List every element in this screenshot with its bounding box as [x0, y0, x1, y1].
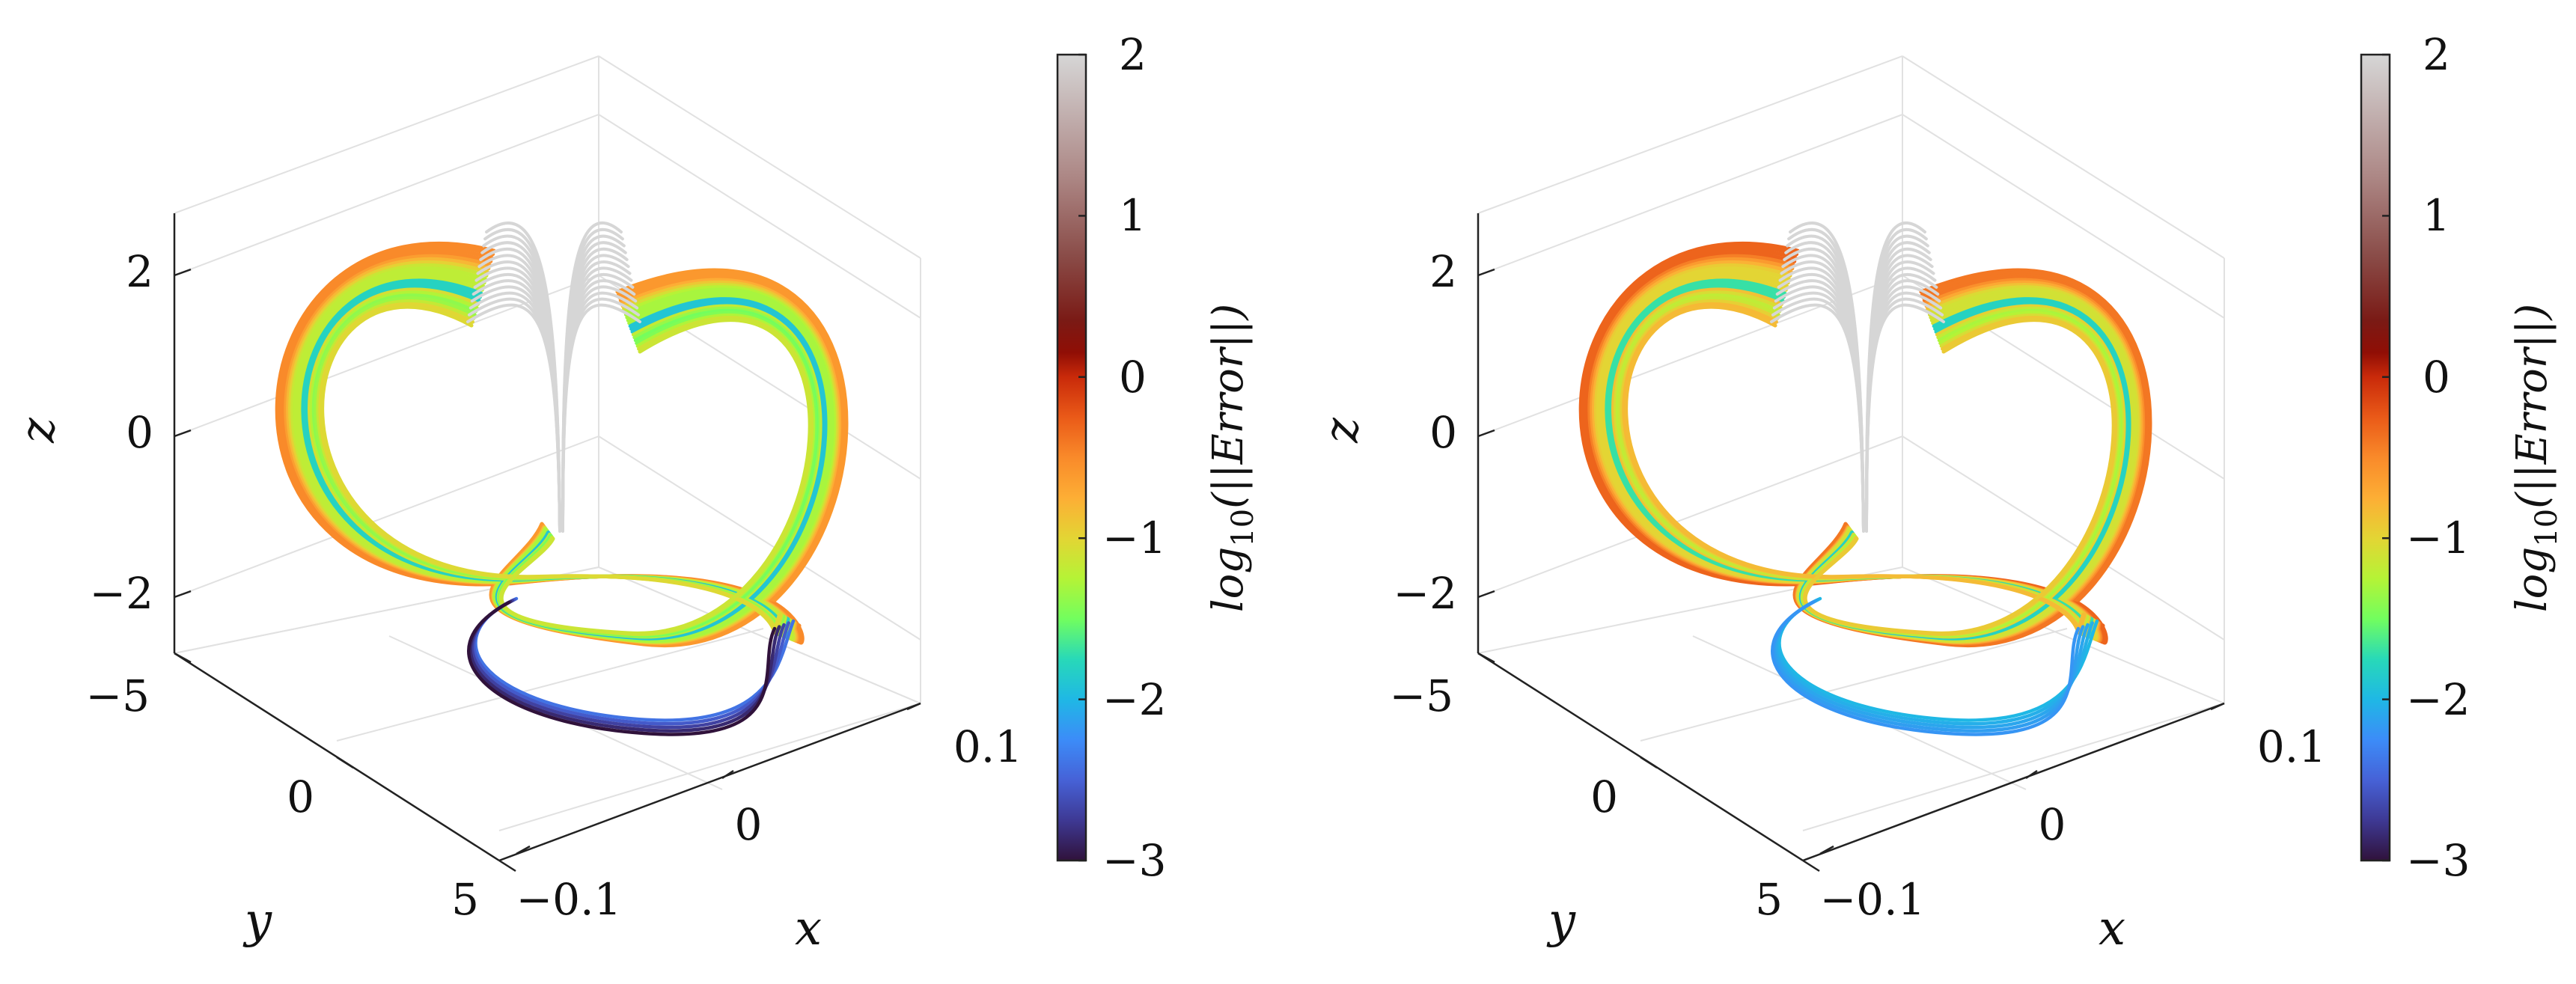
- colorbar-label: log10(||Error||): [1204, 304, 1260, 612]
- trajectories: [275, 221, 849, 736]
- trajectory-stem: [470, 285, 638, 531]
- colorbar-scale: [1056, 53, 1087, 862]
- trajectory-stem: [466, 303, 641, 533]
- trajectory-lower-loop: [1774, 599, 2090, 730]
- colorbar-tick-label: 2: [1119, 29, 1147, 80]
- colorbar: 2 1 0 −1 −2 −3 log10(||Error||): [2360, 29, 2564, 886]
- colorbar-tick-label: 1: [1119, 190, 1147, 241]
- trajectory-stem: [1770, 303, 1945, 533]
- x-tick-label: −0.1: [516, 874, 622, 925]
- colorbar-tick-label: −1: [2406, 513, 2470, 563]
- colorbar-scale: [2360, 53, 2391, 862]
- trajectory-lower-loop: [467, 600, 777, 736]
- x-axis-label: x: [795, 901, 822, 956]
- left-plot-panel: 2 0 −2 z −5 0 5 y −0.1 0 0.1 x 2 1 0 −1 …: [10, 29, 1260, 956]
- z-axis-label: z: [1314, 417, 1370, 444]
- colorbar-tick-label: −2: [1102, 674, 1167, 725]
- colorbar-tick-label: −3: [2406, 835, 2470, 886]
- z-tick-label: 0: [126, 407, 153, 458]
- z-axis-label: z: [10, 417, 66, 444]
- x-tick-label: −0.1: [1820, 874, 1926, 925]
- colorbar-tick-label: 0: [1119, 352, 1147, 403]
- y-tick-label: −5: [1390, 670, 1454, 721]
- y-tick-label: −5: [86, 670, 150, 721]
- right-plot-panel: 2 0 −2 z −5 0 5 y −0.1 0 0.1 x 2 1 0 −1 …: [1314, 29, 2564, 956]
- colorbar: 2 1 0 −1 −2 −3 log10(||Error||): [1056, 29, 1260, 886]
- z-tick-label: 2: [1429, 246, 1457, 297]
- trajectory-right-wing: [499, 318, 812, 635]
- y-axis-label: y: [1546, 893, 1576, 949]
- trajectory-lower-loop: [1771, 600, 2081, 736]
- z-tick-label: 0: [1429, 407, 1457, 458]
- trajectory-stem: [467, 297, 641, 533]
- x-tick-label: 0.1: [2257, 721, 2326, 772]
- x-tick-label: 0: [735, 799, 763, 850]
- trajectory-stem: [1771, 297, 1944, 533]
- colorbar-tick-label: 0: [2423, 352, 2450, 403]
- colorbar-tick-label: −3: [1102, 835, 1167, 886]
- y-axis-label: y: [242, 893, 272, 949]
- axis-lines: [1477, 213, 2225, 873]
- z-tick-label: −2: [90, 568, 154, 619]
- y-tick-label: 0: [1590, 771, 1618, 822]
- trajectory-right-wing: [1803, 318, 2116, 635]
- x-axis-label: x: [2099, 901, 2125, 956]
- x-tick-label: 0: [2039, 799, 2066, 850]
- trajectory-left-wing: [320, 305, 782, 635]
- axis-lines: [173, 213, 921, 873]
- y-tick-label: 5: [1755, 874, 1783, 925]
- z-tick-label: 2: [126, 246, 153, 297]
- trajectories: [1578, 221, 2152, 736]
- z-tick-label: −2: [1394, 568, 1458, 619]
- trajectory-stem: [468, 291, 639, 532]
- trajectory-lower-loop: [468, 599, 781, 733]
- x-tick-label: 0.1: [953, 721, 1022, 772]
- trajectory-lower-loop: [470, 599, 786, 730]
- y-tick-label: 5: [451, 874, 479, 925]
- trajectory-stem: [1772, 291, 1943, 532]
- colorbar-tick-label: 2: [2423, 29, 2450, 80]
- colorbar-tick-label: −1: [1102, 513, 1167, 563]
- colorbar-label: log10(||Error||): [2508, 304, 2564, 612]
- y-tick-label: 0: [287, 771, 314, 822]
- colorbar-tick-label: 1: [2423, 190, 2450, 241]
- colorbar-tick-label: −2: [2406, 674, 2470, 725]
- trajectory-stem: [1774, 285, 1941, 531]
- trajectory-left-wing: [1624, 305, 2086, 635]
- trajectory-lower-loop: [1772, 599, 2085, 733]
